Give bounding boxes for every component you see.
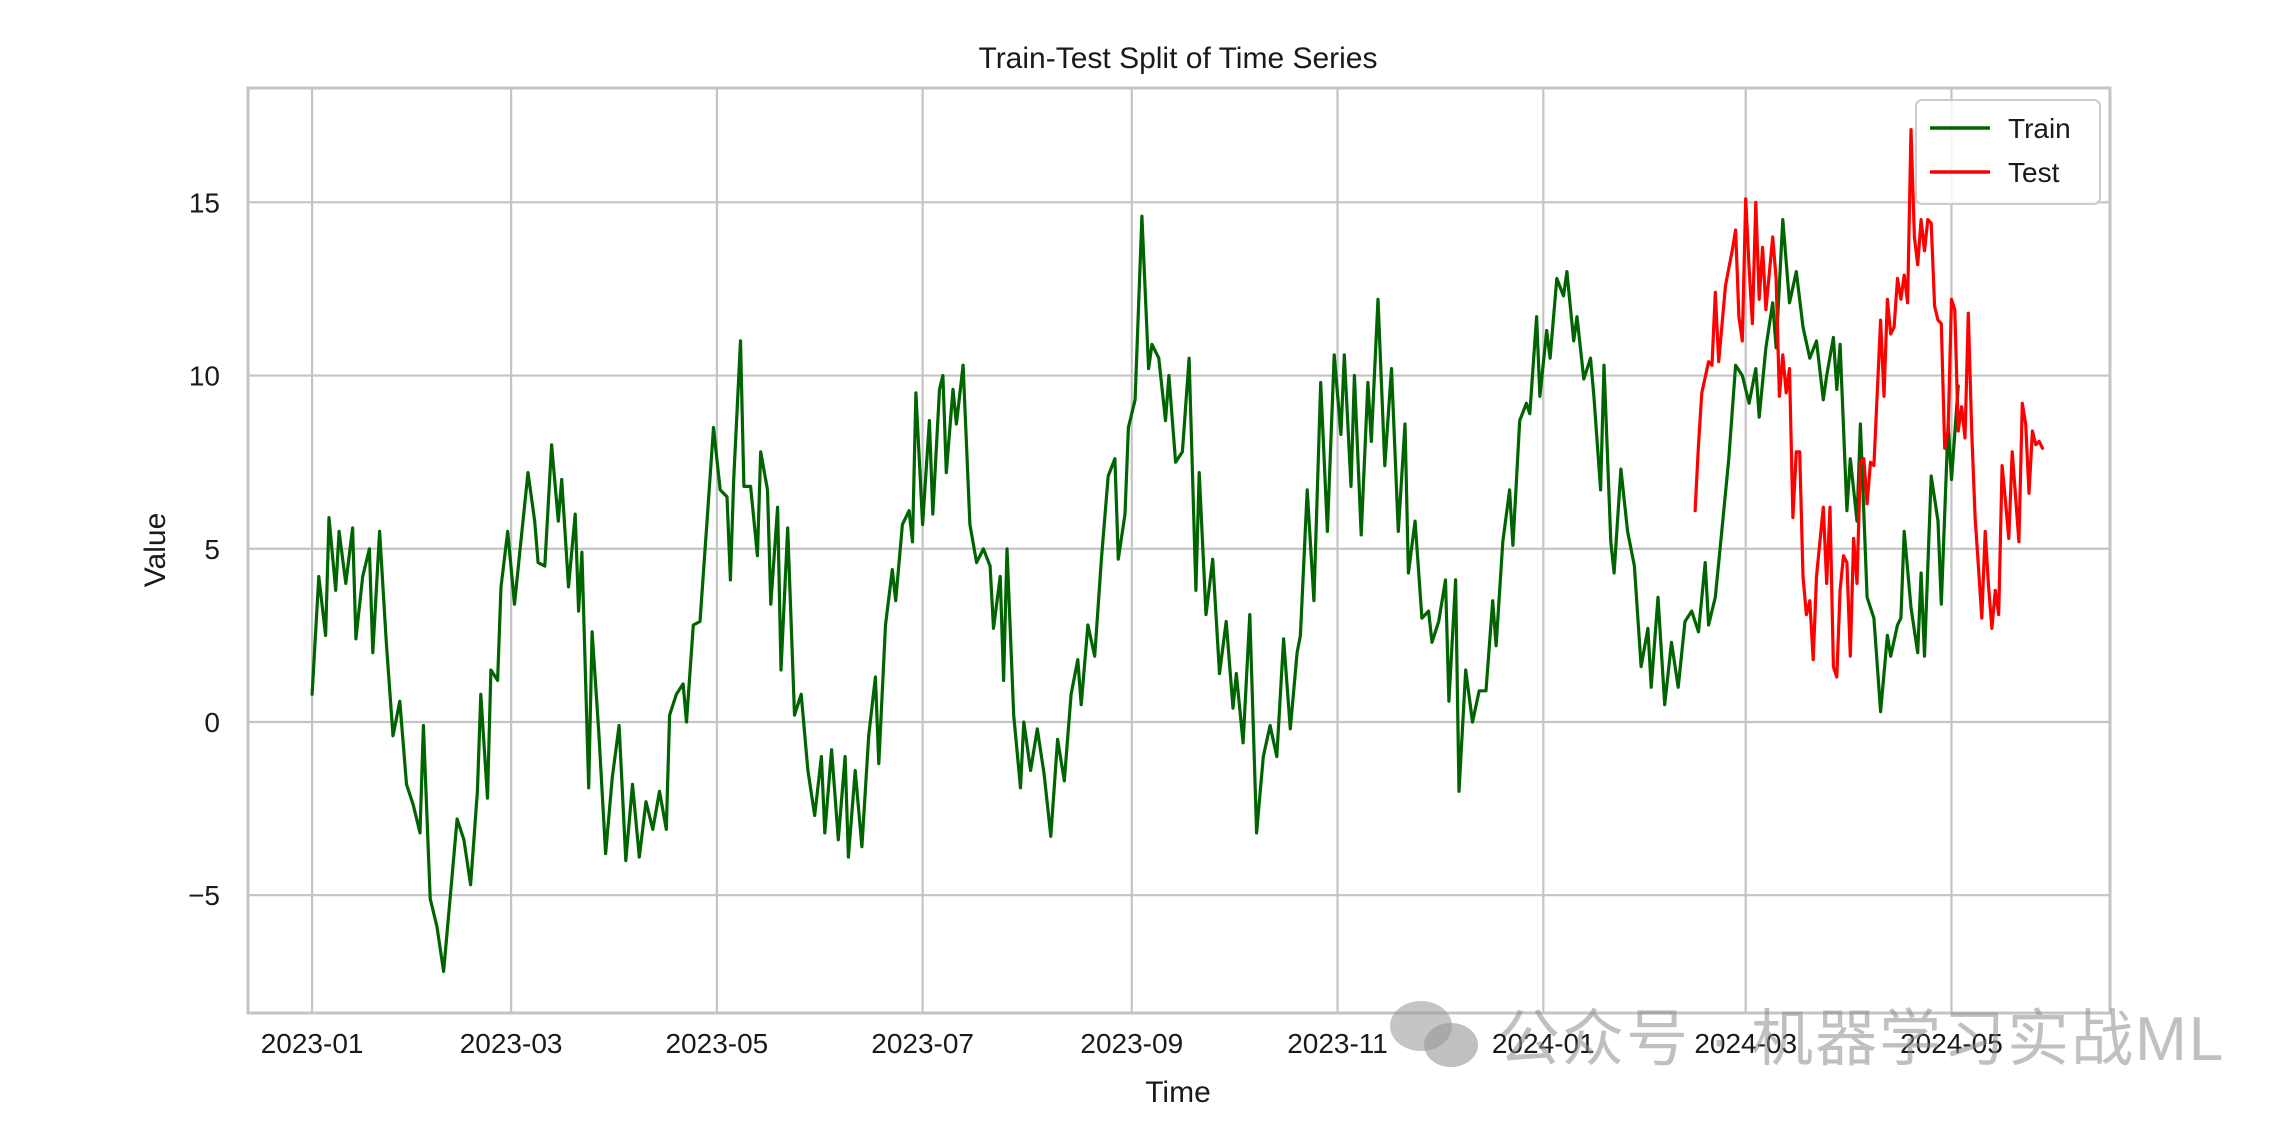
x-tick-label: 2023-07 — [871, 1028, 974, 1059]
tick-layer: 2023-01 2023-03 2023-05 2023-07 2023-09 2023-… — [188, 187, 2003, 1059]
series-line-train — [310, 214, 1960, 973]
y-tick-label: 15 — [189, 187, 220, 218]
legend: Train Test — [1915, 99, 2101, 205]
series-layer — [310, 128, 2045, 973]
x-tick-label: 2024-01 — [1492, 1028, 1595, 1059]
x-tick-label: 2023-01 — [261, 1028, 364, 1059]
x-tick-label: 2023-05 — [665, 1028, 768, 1059]
y-tick-label: 10 — [189, 361, 220, 392]
x-tick-label: 2023-09 — [1080, 1028, 1183, 1059]
x-axis-label: Time — [1145, 1076, 1211, 1109]
x-tick-label: 2023-03 — [460, 1028, 563, 1059]
y-tick-label: 0 — [204, 707, 220, 738]
chart-title: Train-Test Split of Time Series — [978, 42, 1377, 75]
legend-box — [1915, 99, 2101, 205]
x-tick-label: 2023-11 — [1287, 1028, 1388, 1059]
plot-frame — [246, 86, 2112, 1015]
legend-label-test: Test — [2008, 157, 2060, 188]
x-tick-label: 2024-03 — [1694, 1028, 1797, 1059]
x-tick-label: 2024-05 — [1900, 1028, 2003, 1059]
y-axis-label: Value — [139, 513, 172, 588]
series-line-test — [1693, 128, 2045, 679]
legend-label-train: Train — [2008, 113, 2071, 144]
y-tick-label: −5 — [188, 880, 220, 911]
y-tick-label: 5 — [204, 534, 220, 565]
